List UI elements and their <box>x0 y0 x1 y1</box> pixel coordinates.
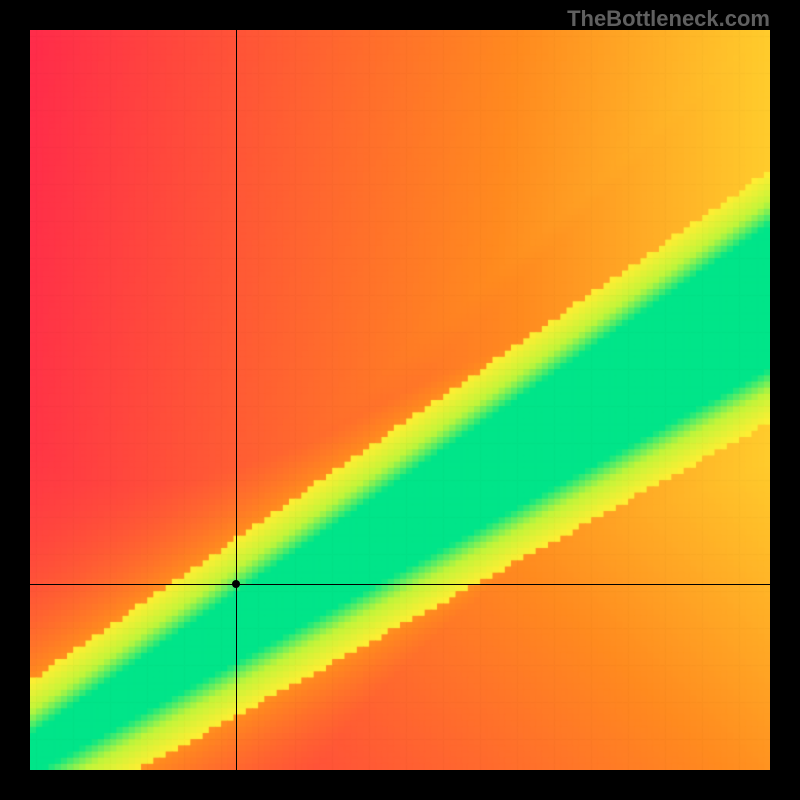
heatmap-canvas <box>30 30 770 770</box>
data-point-marker <box>232 580 240 588</box>
crosshair-vertical <box>236 30 237 770</box>
crosshair-horizontal <box>30 584 770 585</box>
heatmap-plot <box>30 30 770 770</box>
watermark-text: TheBottleneck.com <box>567 6 770 32</box>
